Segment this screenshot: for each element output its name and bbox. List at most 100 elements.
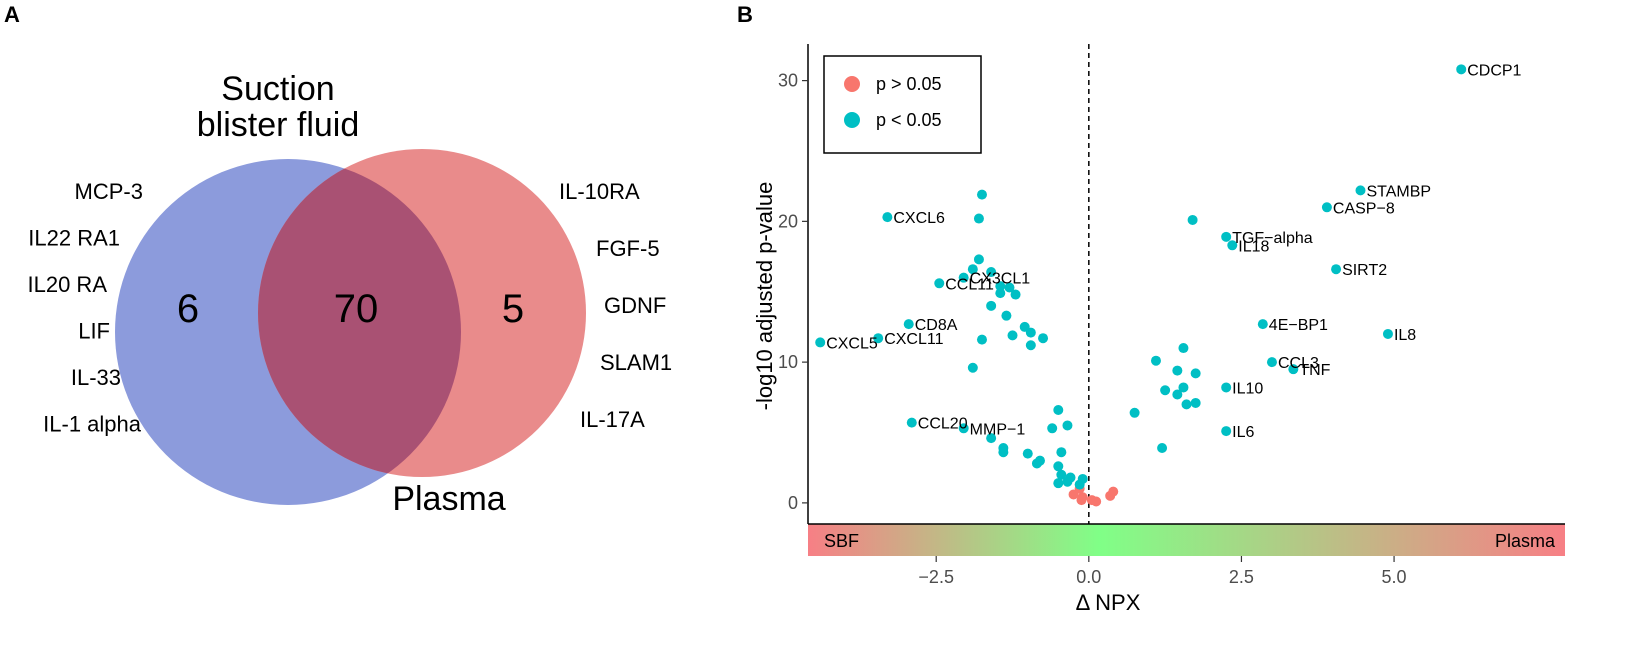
significant-point [1221,426,1232,437]
y-axis-title: -log10 adjusted p-value [752,182,777,411]
significant-point [1221,231,1232,242]
count-plasma-only: 5 [502,287,524,331]
significant-point [1178,343,1189,354]
legend-label-not-significant: p > 0.05 [876,74,942,94]
significant-point [1056,447,1067,458]
significant-point [995,281,1006,292]
point-label: CD8A [915,317,958,334]
x-tick-label: −2.5 [918,567,954,587]
venn-right-item: IL-17A [580,407,645,432]
point-label: IL8 [1394,327,1416,344]
venn-left-item: MCP-3 [75,179,143,204]
venn-panel: A Suction blister fluid Plasma 6 70 5 MC… [4,2,672,518]
venn-title-plasma: Plasma [392,480,505,518]
plasma-only-list: IL-10RA FGF-5 GDNF SLAM1 IL-17A [559,179,672,432]
volcano-panel: B SBF Plasma 0 10 20 30 −2.5 0.0 2.5 5.0 CDCP1… [737,2,1565,615]
point-label: CXCL6 [893,210,945,227]
overlap-region [258,159,461,477]
band-label-plasma: Plasma [1495,531,1556,551]
x-tick-label: 0.0 [1076,567,1101,587]
point-label: CX3CL1 [970,271,1031,288]
significant-point [1053,478,1064,489]
panel-letter-b: B [737,2,753,27]
significant-point [1331,264,1342,275]
significant-point [967,264,978,275]
significant-point [1456,64,1467,75]
significant-point [1172,365,1183,376]
significant-point [1053,461,1064,472]
point-label: TNF [1299,362,1330,379]
significant-point [958,423,969,434]
venn-left-item: IL20 RA [28,272,108,297]
significant-point [1178,382,1189,393]
significant-point [1022,448,1033,459]
band-label-sbf: SBF [824,531,859,551]
point-label: IL6 [1232,424,1254,441]
significant-point [1187,214,1198,225]
significant-point [1288,364,1299,375]
significant-point [1053,404,1064,415]
legend-label-significant: p < 0.05 [876,110,942,130]
significant-point [1382,328,1393,339]
not-significant-point [1108,486,1119,497]
point-label: STAMBP [1366,183,1431,200]
significant-point [998,447,1009,458]
point-label: CDCP1 [1467,62,1521,79]
legend-box [823,55,982,154]
significant-point [986,300,997,311]
significant-point [1007,330,1018,341]
significant-point [1257,319,1268,330]
significant-point [1160,385,1171,396]
y-tick-label: 20 [778,211,798,231]
legend-dot-not-significant [844,76,860,92]
x-axis-title: Δ NPX [1076,590,1141,615]
point-label: IL10 [1232,380,1263,397]
significant-point [973,254,984,265]
venn-right-item: SLAM1 [600,350,672,375]
significant-point [1047,423,1058,434]
significant-point [1056,469,1067,480]
count-shared: 70 [334,287,379,331]
significant-point [1010,289,1021,300]
venn-left-item: IL22 RA1 [28,226,120,251]
significant-point [1025,340,1036,351]
significant-point [1062,476,1073,487]
point-label: IL18 [1238,238,1269,255]
point-label: CASP−8 [1333,200,1395,217]
blister-only-list: MCP-3 IL22 RA1 IL20 RA LIF IL-33 IL-1 alpha [28,179,144,437]
significant-point [1038,333,1049,344]
gradient-band: SBF Plasma [808,524,1565,556]
significant-point [1172,389,1183,400]
count-blister-only: 6 [177,287,199,331]
significant-point [976,189,987,200]
point-label: CCL3 [1278,355,1319,372]
not-significant-point [1076,495,1087,506]
significant-point [958,272,969,283]
legend: p > 0.05 p < 0.05 [823,55,982,154]
x-tick-label: 2.5 [1229,567,1254,587]
significant-point [1001,310,1012,321]
significant-point [1025,327,1036,338]
significant-point [1190,397,1201,408]
x-axis-ticks: −2.5 0.0 2.5 5.0 [918,556,1407,587]
venn-right-item: IL-10RA [559,179,640,204]
significant-point [1062,420,1073,431]
significant-point [1031,458,1042,469]
panel-letter-a: A [4,2,20,27]
venn-left-item: IL-33 [71,365,121,390]
point-label: CCL11 [945,276,994,293]
significant-point [1321,202,1332,213]
significant-point [1221,382,1232,393]
significant-point [1355,185,1366,196]
significant-point [1227,240,1238,251]
significant-point [906,417,917,428]
significant-point [986,267,997,278]
significant-point [882,212,893,223]
y-tick-label: 0 [788,493,798,513]
venn-title-line2: blister fluid [197,106,360,144]
significant-point [1150,355,1161,366]
significant-point [1004,282,1015,293]
point-label: TGF−alpha [1232,230,1313,247]
